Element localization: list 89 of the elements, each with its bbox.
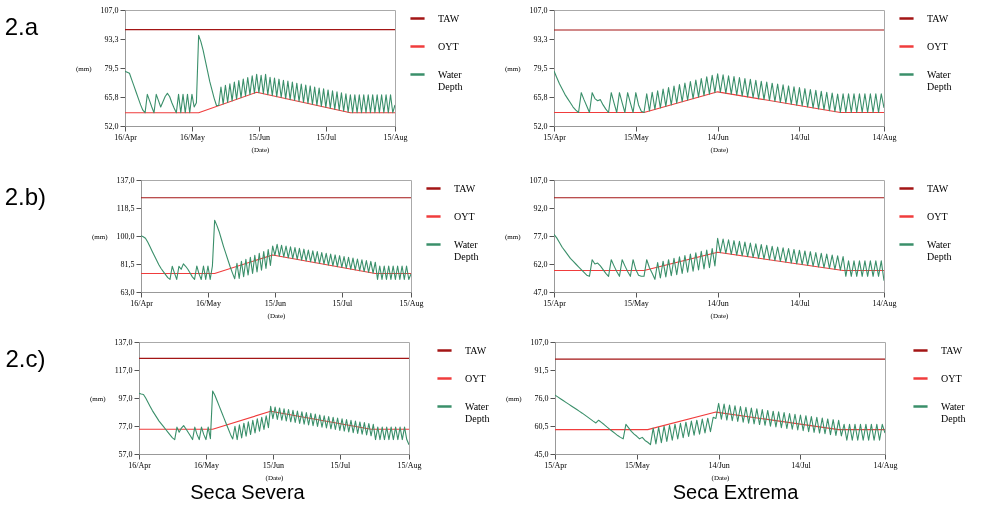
chart-title: 2.b) bbox=[4, 183, 47, 210]
chart-title: 2.c) bbox=[5, 345, 46, 372]
legend-label: TAW bbox=[927, 182, 949, 194]
legend-label: Water Depth bbox=[927, 238, 952, 262]
x-tick-label: 14/Jun bbox=[707, 132, 729, 142]
x-tick-label: 14/Aug bbox=[873, 460, 898, 470]
y-tick-label: 47,0 bbox=[533, 287, 548, 297]
legend-label: Water Depth bbox=[927, 68, 952, 92]
legend-label: Water Depth bbox=[454, 238, 479, 262]
y-tick-label: 62,0 bbox=[533, 259, 548, 269]
y-tick-label: 117,0 bbox=[114, 365, 133, 375]
x-tick-label: 14/Jul bbox=[790, 298, 811, 308]
x-tick-label: 16/Apr bbox=[128, 460, 152, 470]
line-series bbox=[125, 34, 395, 114]
y-tick-label: 52,0 bbox=[533, 121, 548, 131]
legend-label: TAW bbox=[927, 12, 949, 24]
x-tick-label: 15/Apr bbox=[543, 132, 567, 142]
y-tick-label: 52,0 bbox=[104, 121, 119, 131]
chart-title: 2.a bbox=[4, 13, 39, 40]
x-tick-label: 16/May bbox=[196, 298, 221, 308]
text: Seca Severa bbox=[190, 480, 306, 503]
y-tick-label: 107,0 bbox=[529, 175, 548, 185]
x-tick-label: 15/May bbox=[623, 132, 649, 142]
x-tick-label: 15/Aug bbox=[399, 298, 424, 308]
legend-label: TAW bbox=[465, 344, 487, 356]
x-tick-label: 15/Aug bbox=[383, 132, 408, 142]
y-tick-label: 65,8 bbox=[104, 92, 119, 102]
y-tick-label: 77,0 bbox=[533, 231, 548, 241]
x-tick-label: 14/Jun bbox=[707, 298, 729, 308]
x-tick-label: 15/Aug bbox=[397, 460, 422, 470]
y-tick-label: 91,5 bbox=[534, 365, 549, 375]
x-tick-label: 15/Jul bbox=[330, 460, 351, 470]
legend-label: TAW bbox=[941, 344, 963, 356]
legend-label: TAW bbox=[438, 12, 460, 24]
legend-label: Water Depth bbox=[465, 400, 490, 424]
x-tick-label: 16/May bbox=[194, 460, 219, 470]
line-series bbox=[141, 219, 411, 280]
legend-label: TAW bbox=[454, 182, 476, 194]
x-tick-label: 15/Jun bbox=[262, 460, 285, 470]
x-tick-label: 14/Jun bbox=[708, 460, 730, 470]
legend-label: OYT bbox=[454, 210, 475, 222]
x-tick-label: 15/May bbox=[623, 298, 649, 308]
x-tick-label: 16/May bbox=[180, 132, 205, 142]
x-tick-label: 15/Jun bbox=[264, 298, 287, 308]
line-series bbox=[554, 233, 884, 282]
legend-label: OYT bbox=[927, 210, 948, 222]
y-tick-label: 100,0 bbox=[116, 231, 135, 241]
y-tick-label: 93,3 bbox=[104, 34, 119, 44]
legend-label: OYT bbox=[927, 40, 948, 52]
y-tick-label: 92,0 bbox=[533, 203, 548, 213]
x-tick-label: 14/Jul bbox=[790, 132, 811, 142]
y-tick-label: 60,5 bbox=[534, 421, 549, 431]
y-tick-label: 137,0 bbox=[116, 175, 135, 185]
line-series bbox=[554, 70, 884, 114]
y-tick-label: 79,5 bbox=[104, 63, 119, 73]
x-tick-label: 14/Aug bbox=[872, 298, 897, 308]
y-tick-label: 107,0 bbox=[530, 337, 549, 347]
y-tick-label: 97,0 bbox=[118, 393, 133, 403]
x-tick-label: 16/Apr bbox=[114, 132, 138, 142]
y-tick-label: 77,0 bbox=[118, 421, 133, 431]
x-tick-label: 15/May bbox=[624, 460, 650, 470]
y-tick-label: 57,0 bbox=[118, 449, 133, 459]
y-tick-label: 76,0 bbox=[534, 393, 549, 403]
x-tick-label: 15/Jul bbox=[316, 132, 337, 142]
legend-label: Water Depth bbox=[438, 68, 463, 92]
text: Seca Extrema bbox=[672, 480, 800, 503]
y-tick-label: 45,0 bbox=[534, 449, 549, 459]
x-tick-label: 14/Jul bbox=[791, 460, 812, 470]
x-tick-label: 15/Apr bbox=[544, 460, 568, 470]
y-tick-label: 118,5 bbox=[116, 203, 135, 213]
x-tick-label: 14/Aug bbox=[872, 132, 897, 142]
y-tick-label: 65,8 bbox=[533, 92, 548, 102]
x-tick-label: 15/Apr bbox=[543, 298, 567, 308]
y-tick-label: 107,0 bbox=[529, 5, 548, 15]
y-tick-label: 81,5 bbox=[120, 259, 135, 269]
x-tick-label: 16/Apr bbox=[130, 298, 154, 308]
y-tick-label: 137,0 bbox=[114, 337, 133, 347]
legend-label: OYT bbox=[438, 40, 459, 52]
x-tick-label: 15/Jun bbox=[248, 132, 271, 142]
line-series bbox=[555, 394, 885, 446]
line-series bbox=[139, 390, 409, 446]
legend-label: OYT bbox=[941, 372, 962, 384]
y-tick-label: 93,3 bbox=[533, 34, 548, 44]
x-tick-label: 15/Jul bbox=[332, 298, 353, 308]
y-tick-label: 63,0 bbox=[120, 287, 135, 297]
y-tick-label: 79,5 bbox=[533, 63, 548, 73]
legend-label: Water Depth bbox=[941, 400, 966, 424]
y-tick-label: 107,0 bbox=[100, 5, 119, 15]
legend-label: OYT bbox=[465, 372, 486, 384]
